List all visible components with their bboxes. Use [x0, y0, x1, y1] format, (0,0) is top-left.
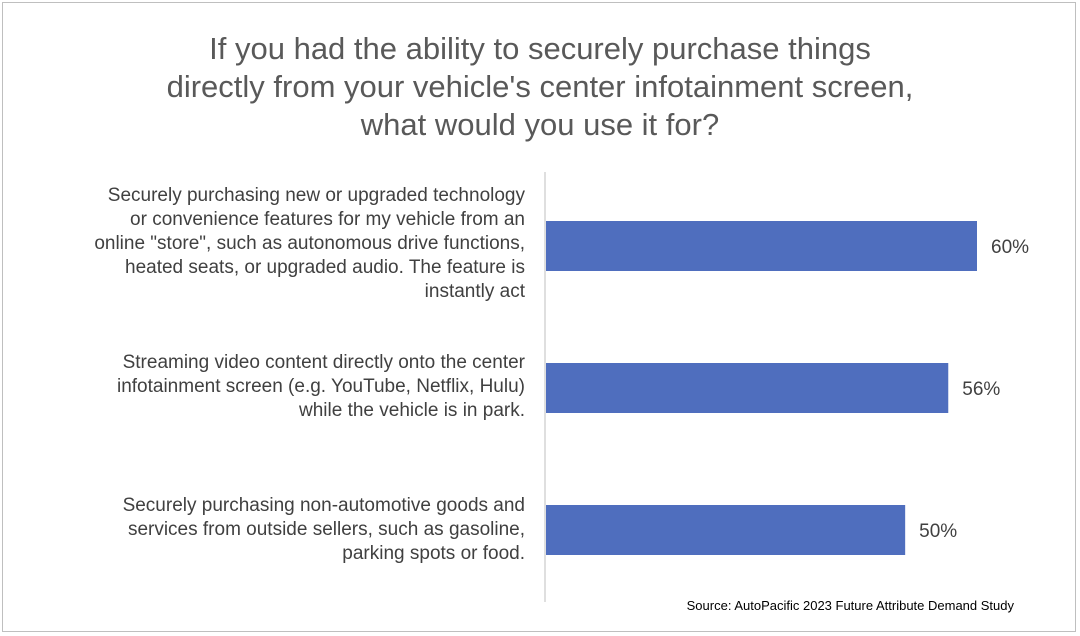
category-label-line: parking spots or food. — [342, 543, 525, 564]
category-label-line: Securely purchasing non-automotive goods… — [122, 495, 525, 516]
category-label-2: Streaming video content directly onto th… — [5, 351, 525, 423]
data-label-1: 60% — [991, 237, 1029, 258]
bar-2 — [546, 363, 949, 413]
category-label-line: heated seats, or upgraded audio. The fea… — [125, 257, 525, 278]
category-label-line: instantly act — [424, 281, 525, 302]
category-label-line: while the vehicle is in park. — [299, 400, 525, 421]
data-label-3: 50% — [919, 521, 957, 542]
category-label-line: or convenience features for my vehicle f… — [130, 209, 525, 230]
category-label-line: Streaming video content directly onto th… — [122, 352, 525, 373]
source-note: Source: AutoPacific 2023 Future Attribut… — [686, 598, 1014, 613]
category-label-line: Securely purchasing new or upgraded tech… — [107, 185, 525, 206]
category-label-line: infotainment screen (e.g. YouTube, Netfl… — [116, 376, 525, 397]
title-line: directly from your vehicle's center info… — [166, 69, 914, 104]
title-line: If you had the ability to securely purch… — [209, 31, 871, 66]
title-line: what would you use it for? — [360, 107, 720, 142]
category-label-line: services from outside sellers, such as g… — [127, 519, 525, 540]
bar-group: 60% 56% 50% — [546, 221, 1029, 555]
category-label-line: online "store", such as autonomous drive… — [94, 233, 525, 254]
bar-1 — [546, 221, 977, 271]
chart-title: If you had the ability to securely purch… — [0, 30, 1080, 144]
data-label-2: 56% — [962, 379, 1000, 400]
category-label-1: Securely purchasing new or upgraded tech… — [5, 184, 525, 304]
bar-3 — [546, 505, 906, 555]
category-label-3: Securely purchasing non-automotive goods… — [5, 494, 525, 566]
